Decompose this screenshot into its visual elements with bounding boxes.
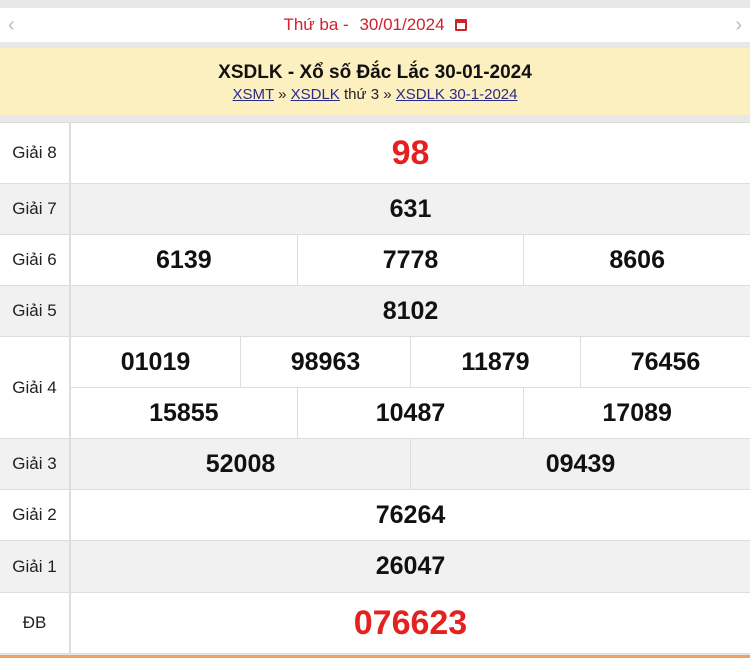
prize-number: 52008 <box>205 449 276 478</box>
day-label: Thứ ba - <box>283 15 354 34</box>
calendar-icon[interactable] <box>454 19 467 31</box>
prize-label: ĐB <box>0 593 71 653</box>
prize-row: Giải 8 98 <box>0 123 750 184</box>
crumb-xsmt[interactable]: XSMT <box>232 86 274 103</box>
prize-label: Giải 8 <box>0 123 71 183</box>
breadcrumb: XSMT » XSDLK thứ 3 » XSDLK 30-1-2024 <box>0 86 750 103</box>
crumb-date[interactable]: XSDLK 30-1-2024 <box>395 86 518 103</box>
bottom-border <box>0 655 750 658</box>
crumb-separator: » <box>379 86 396 103</box>
date-bar: ‹ Thứ ba - 30/01/2024 › <box>0 8 750 42</box>
prize-row: Giải 1 26047 <box>0 541 750 593</box>
prize-number: 01019 <box>120 347 191 376</box>
chevron-left-icon[interactable]: ‹ <box>8 14 15 36</box>
chevron-right-icon[interactable]: › <box>735 14 742 36</box>
prize-number: 11879 <box>410 337 580 387</box>
prize-label: Giải 6 <box>0 235 71 285</box>
prize-label: Giải 1 <box>0 541 71 592</box>
prize-row: Giải 4 01019 98963 11879 76456 15855 10487 1708… <box>0 337 750 439</box>
prize-label: Giải 5 <box>0 286 71 336</box>
prize-number: 26047 <box>375 552 446 580</box>
prize-number: 7778 <box>296 235 524 285</box>
prize-number: 09439 <box>410 439 750 489</box>
prize-row: Giải 6 6139 7778 8606 <box>0 235 750 286</box>
prize-number: 76264 <box>375 500 446 529</box>
prize-label: Giải 4 <box>0 337 71 438</box>
page-title: XSDLK - Xổ số Đắc Lắc 30-01-2024 <box>218 62 532 83</box>
prize-number: 076623 <box>353 603 468 642</box>
prize-number: 631 <box>389 194 432 223</box>
crumb-separator: » <box>273 86 291 103</box>
prize-number: 98963 <box>240 337 410 387</box>
prize-label: Giải 7 <box>0 184 71 234</box>
date-label[interactable]: 30/01/2024 <box>359 15 445 34</box>
prize-number: 17089 <box>523 388 750 438</box>
crumb-xsdlk[interactable]: XSDLK <box>290 86 340 103</box>
prize-number: 8606 <box>523 235 750 285</box>
crumb-weekday: thứ 3 <box>339 86 380 103</box>
prize-row: Giải 7 631 <box>0 184 750 235</box>
prize-row: Giải 2 76264 <box>0 490 750 541</box>
prize-number: 8102 <box>382 296 439 325</box>
prize-number: 6139 <box>156 245 212 274</box>
prize-row: Giải 3 52008 09439 <box>0 439 750 490</box>
prize-label: Giải 2 <box>0 490 71 540</box>
prize-row: ĐB 076623 <box>0 593 750 654</box>
prize-row: Giải 5 8102 <box>0 286 750 337</box>
prize-number: 76456 <box>580 337 750 387</box>
prize-label: Giải 3 <box>0 439 71 489</box>
prize-number: 98 <box>391 133 430 172</box>
prize-number: 10487 <box>296 388 524 438</box>
prize-number: 15855 <box>149 398 219 427</box>
results-header: XSDLK - Xổ số Đắc Lắc 30-01-2024 XSMT » … <box>0 48 750 115</box>
results-table: Giải 8 98 Giải 7 631 Giải 6 6139 7778 8606 Giải … <box>0 122 750 654</box>
